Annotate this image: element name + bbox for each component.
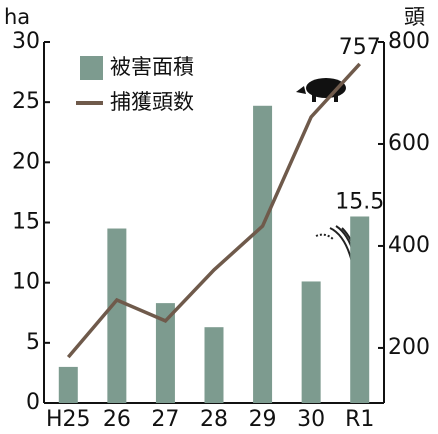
x-tick-label: 26: [103, 407, 131, 432]
x-tick-label: R1: [345, 407, 374, 432]
x-tick-label: 29: [249, 407, 277, 432]
y2-tick-label: 800: [388, 29, 430, 54]
y2-tick-label: 200: [388, 335, 430, 360]
bar: [253, 106, 272, 403]
y2-axis-label: 頭: [404, 5, 425, 29]
bar: [302, 281, 321, 403]
x-tick-label: 28: [200, 407, 228, 432]
bar: [350, 216, 369, 403]
legend-label: 被害面積: [110, 55, 194, 79]
y-tick-label: 25: [12, 89, 40, 114]
y-tick-label: 0: [26, 390, 40, 415]
x-tick-label: H25: [46, 407, 91, 432]
x-tick-label: 27: [151, 407, 179, 432]
y-tick-label: 30: [12, 29, 40, 54]
bar: [59, 367, 78, 403]
data-label: 757: [339, 35, 381, 60]
y-axis-label: ha: [4, 5, 30, 29]
y-tick-label: 5: [26, 330, 40, 355]
legend-label: 捕獲頭数: [110, 90, 194, 114]
y-tick-label: 20: [12, 149, 40, 174]
boar-icon: [296, 78, 346, 102]
y2-tick-label: 600: [388, 131, 430, 156]
chart: ha 頭 0 5 10 15 20 25 30 200 400 600 800 H25 26 27 28 29…: [0, 0, 438, 434]
bar: [205, 327, 224, 403]
data-label: 15.5: [335, 189, 384, 214]
bar: [107, 229, 126, 403]
x-tick-label: 30: [297, 407, 325, 432]
legend-swatch: [80, 56, 103, 80]
y-tick-label: 10: [12, 270, 40, 295]
y-tick-label: 15: [12, 210, 40, 235]
y2-tick-label: 400: [388, 233, 430, 258]
